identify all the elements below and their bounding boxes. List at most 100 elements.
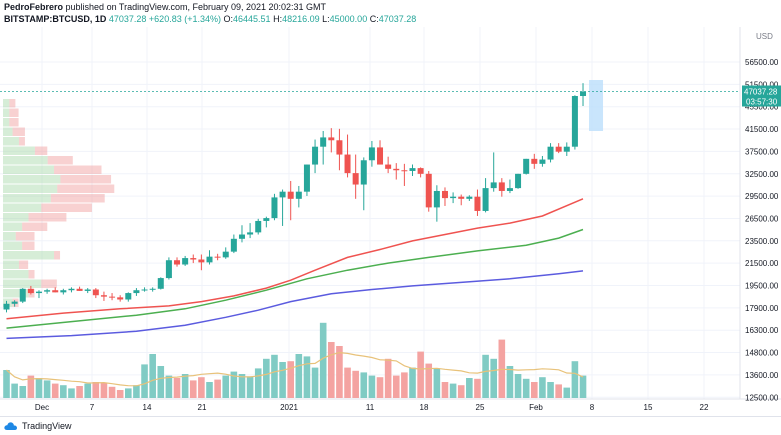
volume-bar [490,358,497,398]
volume-bar [149,354,156,398]
candle-body [498,182,505,191]
candle-body [182,258,189,265]
low-label: L: [322,14,330,24]
volume-bar [474,378,481,398]
volume-bar [514,374,522,398]
candle-body [303,164,310,192]
price-tick-label: 51500.00 [745,80,779,89]
price-change: +620.83 (+1.34%) [148,14,221,24]
volume-bar [531,382,538,398]
candle-body [230,238,237,252]
volume-profile-down [47,156,73,165]
volume-profile-down [28,289,35,298]
candle-body [44,290,51,292]
candle-body [271,197,278,219]
volume-bar [3,370,10,398]
price-tick-label: 26500.00 [745,214,779,223]
volume-profile-down [41,203,92,212]
volume-bar [27,375,35,398]
volume-bar [392,375,400,398]
volume-profile-up [3,156,48,165]
volume-bar [441,382,449,398]
volume-profile-down [28,213,67,222]
volume-profile-down [9,108,19,117]
price-tick-label: 14800.00 [745,349,779,358]
open-value: 46445.51 [233,14,271,24]
candle-body [336,140,343,155]
candle-body [328,137,335,141]
price-tick-label: 56500.00 [745,58,779,67]
candle-body [92,289,99,296]
footer: TradingView [0,416,781,435]
time-tick-label: 2021 [280,403,298,412]
volume-bar [165,375,173,398]
chart-header: PedroFebrero published on TradingView.co… [0,0,781,27]
volume-bar [319,322,327,398]
volume-bar [11,383,18,398]
volume-bar [19,386,27,398]
candle-body [360,160,367,185]
price-chart[interactable]: 56500.00 51500.00 45500.00 41500.00 37500.00… [0,27,781,416]
candle-body [563,146,570,152]
chart-area[interactable]: 56500.00 51500.00 45500.00 41500.00 37500.00… [0,27,781,416]
volume-profile-up [3,146,35,155]
volume-bar [563,387,571,398]
volume-bar [409,367,416,398]
candle-body [547,146,554,160]
candle-body [60,290,67,293]
candle-body [198,259,205,263]
candle-body [109,296,116,298]
volume-bar [263,358,270,398]
candle-body [76,288,83,291]
volume-bar [100,382,108,398]
price-tick-label: 41500.00 [745,125,779,134]
volume-bar [352,370,359,398]
candle-body [279,191,286,198]
candle-body [320,137,327,147]
volume-bar [238,374,246,398]
candle-body [214,256,221,258]
time-tick-label: 14 [143,403,152,412]
volume-bar [246,376,254,398]
volume-profile-up [3,270,29,279]
candle-body [474,196,481,211]
candle-body [555,146,562,152]
volume-bar [181,374,189,398]
candle-body [523,158,530,174]
price-tick-label: 16300.00 [745,326,779,335]
author-name[interactable]: PedroFebrero [4,2,64,12]
volume-bar [295,354,303,398]
volume-profile-up [3,165,55,174]
volume-profile-down [22,241,35,250]
volume-bar [433,368,441,398]
time-tick-label: 25 [476,403,485,412]
low-value: 45000.00 [329,14,368,24]
candle-body [425,173,432,208]
volume-profile-up [3,175,61,184]
volume-bar [328,342,335,398]
volume-bar [360,372,368,398]
volume-bar [417,351,424,398]
candle-body [165,260,172,279]
volume-profile-down [41,279,57,288]
volume-profile-up [3,251,55,260]
candle-body [117,297,124,300]
price-tick-label: 23500.00 [745,237,779,246]
candle-body [401,170,408,172]
time-tick-label: 21 [198,403,207,412]
candle-body [206,256,213,263]
price-tick-label: 13600.00 [745,371,779,380]
volume-bar [539,377,546,398]
cloud-icon [4,422,17,430]
price-tag-text: 47037.28 [744,88,778,97]
tradingview-logo[interactable]: TradingView [4,421,72,431]
candle-body [433,190,440,208]
candle-body [450,196,457,199]
publish-text: published on TradingView.com, February 0… [65,2,327,12]
volume-bar [92,382,100,398]
volume-bar [506,366,514,398]
volume-bar [116,390,124,398]
price-tick-label: 19500.00 [745,282,779,291]
volume-bar [60,385,67,398]
candle-body [287,191,294,199]
